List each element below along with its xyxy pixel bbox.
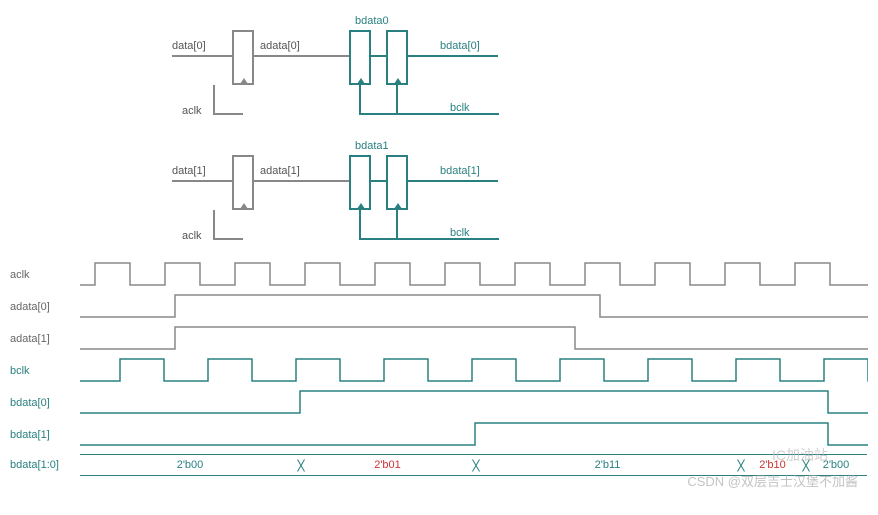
wire [396, 210, 398, 240]
watermark-logo: IC加油站 [772, 445, 828, 465]
wire [254, 55, 349, 57]
bclk0-label: bclk [450, 102, 470, 114]
flipflop-a0 [232, 30, 254, 85]
wire [396, 85, 398, 115]
wire [408, 180, 498, 182]
aclk1-label: aclk [182, 230, 202, 242]
wire [213, 113, 243, 115]
timing-row-bdata1: bdata[1] [10, 420, 868, 450]
signal-label: aclk [10, 269, 80, 281]
flipflop-b0b [386, 30, 408, 85]
timing-row-adata0: adata[0] [10, 292, 868, 322]
wire [172, 180, 232, 182]
bdata0-mid-label: bdata0 [355, 15, 389, 27]
adata1-label: adata[1] [260, 165, 300, 177]
wire [359, 238, 499, 240]
signal-wave [80, 324, 868, 354]
flipflop-a1 [232, 155, 254, 210]
bus-value: 2'b01 [374, 459, 401, 471]
flipflop-b1a [349, 155, 371, 210]
timing-row-aclk: aclk [10, 260, 868, 290]
wire [254, 180, 349, 182]
bus-segment: 2'b00 [80, 454, 300, 476]
wire [172, 55, 232, 57]
wire [213, 85, 215, 115]
bus-value: 2'b11 [595, 459, 621, 471]
wire [213, 238, 243, 240]
aclk0-label: aclk [182, 105, 202, 117]
flipflop-b0a [349, 30, 371, 85]
wire [408, 55, 498, 57]
adata0-label: adata[0] [260, 40, 300, 52]
data0-label: data[0] [172, 40, 206, 52]
bdata1-out-label: bdata[1] [440, 165, 480, 177]
signal-label: bdata[1] [10, 429, 80, 441]
wire [359, 113, 499, 115]
timing-row-bdata0: bdata[0] [10, 388, 868, 418]
bus-segment: 2'b01 [300, 454, 475, 476]
schematic-area: data[0] adata[0] aclk bdata0 bdata[0] bc… [10, 10, 868, 260]
timing-row-bclk: bclk [10, 356, 868, 386]
signal-wave [80, 292, 868, 322]
wire [371, 55, 386, 57]
wire [371, 180, 386, 182]
wire [359, 85, 361, 115]
signal-label: adata[1] [10, 333, 80, 345]
signal-wave [80, 356, 868, 386]
wire [359, 210, 361, 240]
watermark-csdn: CSDN @双层吉士汉堡不加酱 [687, 471, 858, 490]
signal-label: bclk [10, 365, 80, 377]
signal-wave [80, 420, 868, 450]
signal-wave [80, 260, 868, 290]
flipflop-b1b [386, 155, 408, 210]
data1-label: data[1] [172, 165, 206, 177]
signal-wave [80, 388, 868, 418]
bclk1-label: bclk [450, 227, 470, 239]
wire [213, 210, 215, 240]
bus-value: 2'b00 [177, 459, 204, 471]
signal-label: bdata[0] [10, 397, 80, 409]
signal-label: adata[0] [10, 301, 80, 313]
timing-diagram: aclk adata[0] adata[1] bclk bdata[0] bdata[1]… [10, 260, 868, 478]
bdata1-mid-label: bdata1 [355, 140, 389, 152]
bdata0-out-label: bdata[0] [440, 40, 480, 52]
timing-row-adata1: adata[1] [10, 324, 868, 354]
bus-label: bdata[1:0] [10, 459, 80, 471]
